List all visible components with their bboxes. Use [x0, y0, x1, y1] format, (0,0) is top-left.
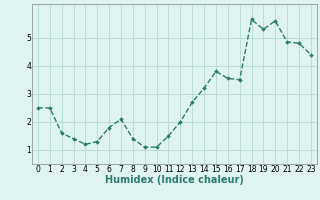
X-axis label: Humidex (Indice chaleur): Humidex (Indice chaleur): [105, 175, 244, 185]
